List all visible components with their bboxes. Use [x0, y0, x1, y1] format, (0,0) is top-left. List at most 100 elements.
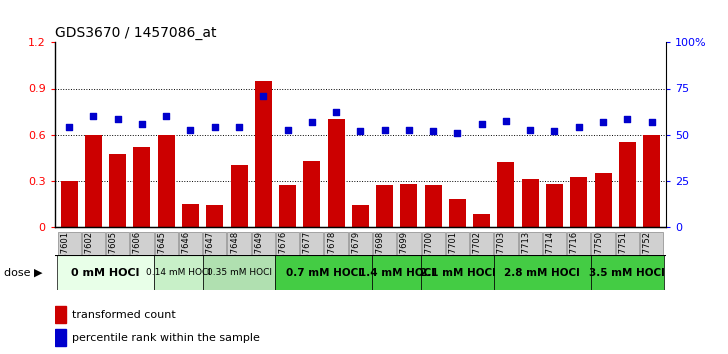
Point	[427, 129, 439, 134]
FancyBboxPatch shape	[421, 255, 494, 290]
Text: 2.1 mM HOCl: 2.1 mM HOCl	[419, 268, 495, 278]
Bar	[55, 329, 66, 347]
Bar	[473, 214, 490, 227]
Bar	[352, 205, 369, 227]
Text: transformed count: transformed count	[72, 309, 175, 320]
Bar	[182, 204, 199, 227]
Bar	[133, 147, 151, 227]
Text: GSM387701: GSM387701	[448, 231, 457, 282]
Bar	[231, 165, 248, 227]
FancyBboxPatch shape	[591, 232, 614, 287]
FancyBboxPatch shape	[543, 232, 566, 287]
Point	[355, 129, 366, 134]
Point	[573, 124, 585, 130]
Bar	[85, 135, 102, 227]
FancyBboxPatch shape	[227, 232, 250, 287]
FancyBboxPatch shape	[179, 232, 202, 287]
Bar	[546, 184, 563, 227]
FancyBboxPatch shape	[349, 232, 372, 287]
Point	[379, 127, 390, 133]
Text: GSM387606: GSM387606	[133, 231, 142, 282]
Bar	[55, 306, 66, 323]
Bar	[619, 142, 636, 227]
Text: GSM387676: GSM387676	[279, 231, 288, 282]
Point	[331, 109, 342, 114]
FancyBboxPatch shape	[276, 232, 299, 287]
Bar	[643, 135, 660, 227]
FancyBboxPatch shape	[300, 232, 323, 287]
Text: GSM387645: GSM387645	[157, 231, 166, 282]
Text: GSM387703: GSM387703	[497, 231, 506, 282]
Bar	[424, 185, 442, 227]
Bar	[522, 179, 539, 227]
Bar	[449, 199, 466, 227]
Point	[549, 129, 561, 134]
Point	[282, 127, 293, 133]
Point	[258, 93, 269, 99]
FancyBboxPatch shape	[325, 232, 348, 287]
FancyBboxPatch shape	[494, 232, 518, 287]
Text: 2.8 mM HOCl: 2.8 mM HOCl	[505, 268, 580, 278]
Text: GSM387605: GSM387605	[108, 231, 118, 282]
FancyBboxPatch shape	[154, 232, 178, 287]
Text: 0 mM HOCl: 0 mM HOCl	[71, 268, 140, 278]
Point	[233, 124, 245, 130]
Text: 3.5 mM HOCl: 3.5 mM HOCl	[590, 268, 665, 278]
FancyBboxPatch shape	[154, 255, 202, 290]
Text: 1.4 mM HOCl: 1.4 mM HOCl	[359, 268, 435, 278]
FancyBboxPatch shape	[202, 255, 275, 290]
Text: GSM387601: GSM387601	[60, 231, 69, 282]
Point	[136, 121, 148, 127]
Point	[403, 127, 415, 133]
FancyBboxPatch shape	[567, 232, 590, 287]
FancyBboxPatch shape	[373, 232, 396, 287]
Point	[306, 119, 317, 125]
FancyBboxPatch shape	[106, 232, 130, 287]
Text: GSM387750: GSM387750	[594, 231, 603, 282]
FancyBboxPatch shape	[640, 232, 663, 287]
FancyBboxPatch shape	[58, 232, 81, 287]
FancyBboxPatch shape	[422, 232, 445, 287]
FancyBboxPatch shape	[130, 232, 154, 287]
Bar	[279, 185, 296, 227]
FancyBboxPatch shape	[275, 255, 373, 290]
Text: GSM387649: GSM387649	[254, 231, 264, 282]
Text: GSM387751: GSM387751	[618, 231, 628, 282]
FancyBboxPatch shape	[82, 232, 105, 287]
Point	[451, 130, 463, 136]
Text: GSM387647: GSM387647	[206, 231, 215, 282]
FancyBboxPatch shape	[470, 232, 494, 287]
Point	[476, 121, 488, 127]
Text: GSM387698: GSM387698	[376, 231, 384, 282]
Text: 0.7 mM HOCl: 0.7 mM HOCl	[286, 268, 362, 278]
Text: 0.35 mM HOCl: 0.35 mM HOCl	[207, 268, 272, 277]
Point	[185, 127, 197, 133]
Bar	[60, 181, 78, 227]
FancyBboxPatch shape	[397, 232, 421, 287]
FancyBboxPatch shape	[591, 255, 664, 290]
FancyBboxPatch shape	[252, 232, 275, 287]
Bar	[497, 162, 515, 227]
Bar	[570, 177, 587, 227]
Bar	[400, 184, 417, 227]
FancyBboxPatch shape	[446, 232, 469, 287]
FancyBboxPatch shape	[518, 232, 542, 287]
FancyBboxPatch shape	[57, 255, 154, 290]
Point	[87, 113, 99, 119]
Bar	[109, 154, 126, 227]
Text: percentile rank within the sample: percentile rank within the sample	[72, 333, 260, 343]
Point	[63, 124, 75, 130]
Point	[112, 116, 124, 122]
Text: GSM387714: GSM387714	[545, 231, 555, 282]
Text: dose ▶: dose ▶	[4, 268, 42, 278]
Bar	[158, 135, 175, 227]
Point	[209, 124, 221, 130]
Text: GSM387679: GSM387679	[352, 231, 360, 282]
Text: 0.14 mM HOCl: 0.14 mM HOCl	[146, 268, 211, 277]
Bar	[328, 119, 344, 227]
Point	[500, 118, 512, 124]
Bar	[595, 173, 612, 227]
FancyBboxPatch shape	[373, 255, 421, 290]
Point	[160, 113, 172, 119]
Point	[524, 127, 536, 133]
